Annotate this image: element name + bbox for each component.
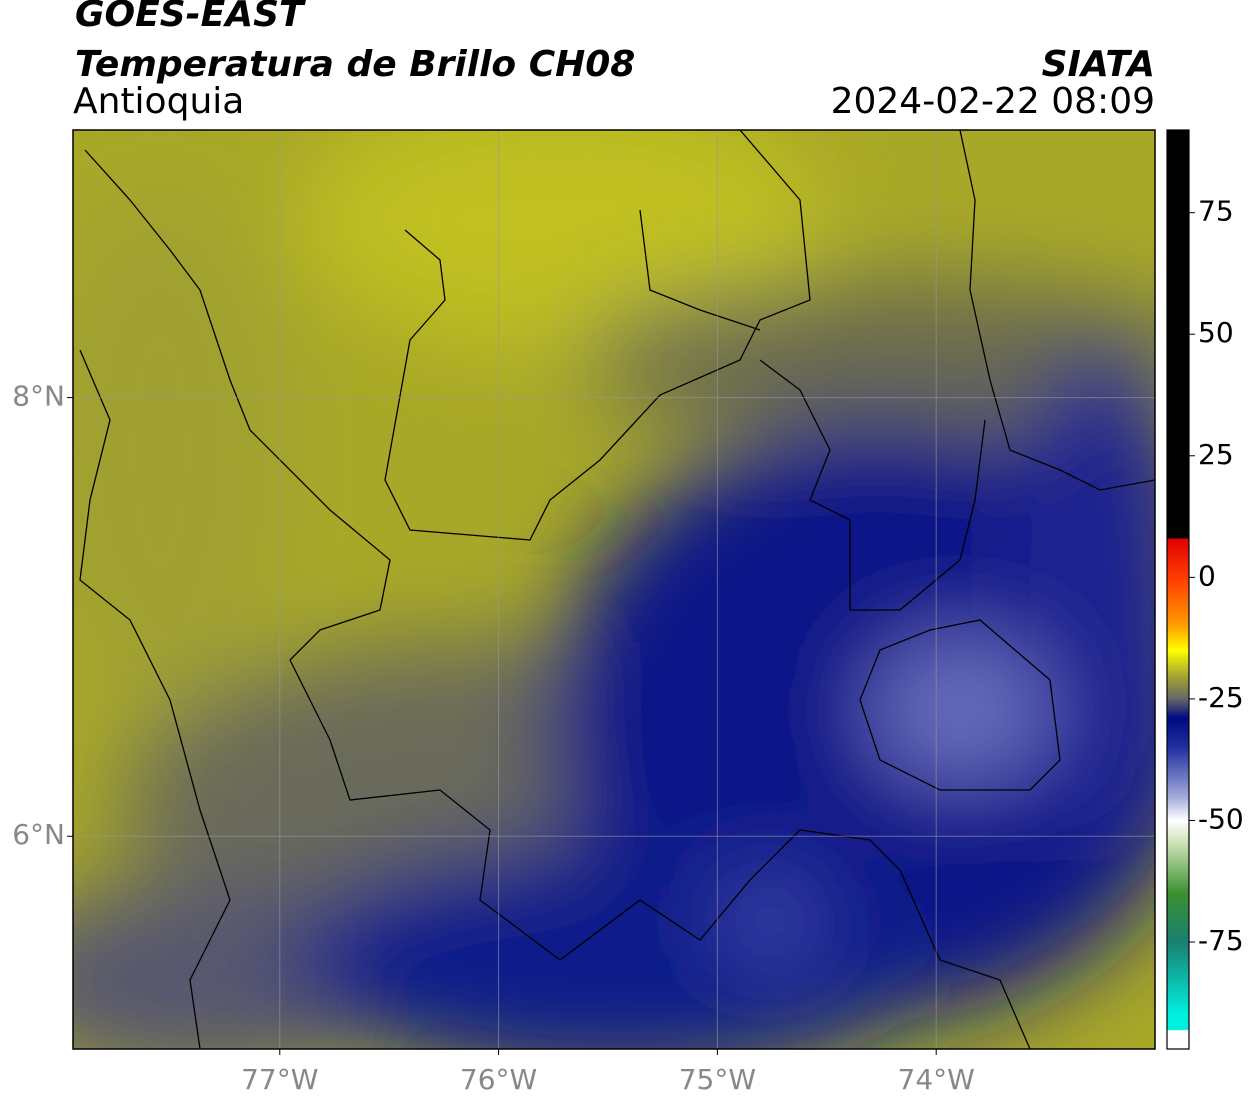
colorbar-label: 0 <box>1198 559 1216 592</box>
colorbar-label: -25 <box>1198 681 1244 714</box>
map-frame <box>72 129 1156 1050</box>
region: Antioquia <box>73 81 244 122</box>
subtitle: Temperatura de Brillo CH08 <box>75 44 635 85</box>
colorbar-label: -75 <box>1198 924 1244 957</box>
grid <box>73 130 1155 1049</box>
source: SIATA <box>1042 44 1155 85</box>
y-tick-label: 8°N <box>12 380 65 413</box>
colorbar-label: -50 <box>1198 802 1244 835</box>
map-image <box>73 130 1155 1049</box>
colorbar <box>1166 129 1190 1050</box>
x-tick-label: 75°W <box>679 1063 756 1096</box>
x-tick-label: 76°W <box>460 1063 537 1096</box>
y-tick-label: 6°N <box>12 818 65 851</box>
datetime: 2024-02-22 08:09 <box>831 81 1155 122</box>
x-tick-label: 74°W <box>898 1063 975 1096</box>
colorbar-label: 25 <box>1198 438 1234 471</box>
title: GOES-EAST <box>75 0 306 35</box>
x-tick-label: 77°W <box>241 1063 318 1096</box>
colorbar-label: 50 <box>1198 316 1234 349</box>
colorbar-label: 75 <box>1198 195 1234 228</box>
